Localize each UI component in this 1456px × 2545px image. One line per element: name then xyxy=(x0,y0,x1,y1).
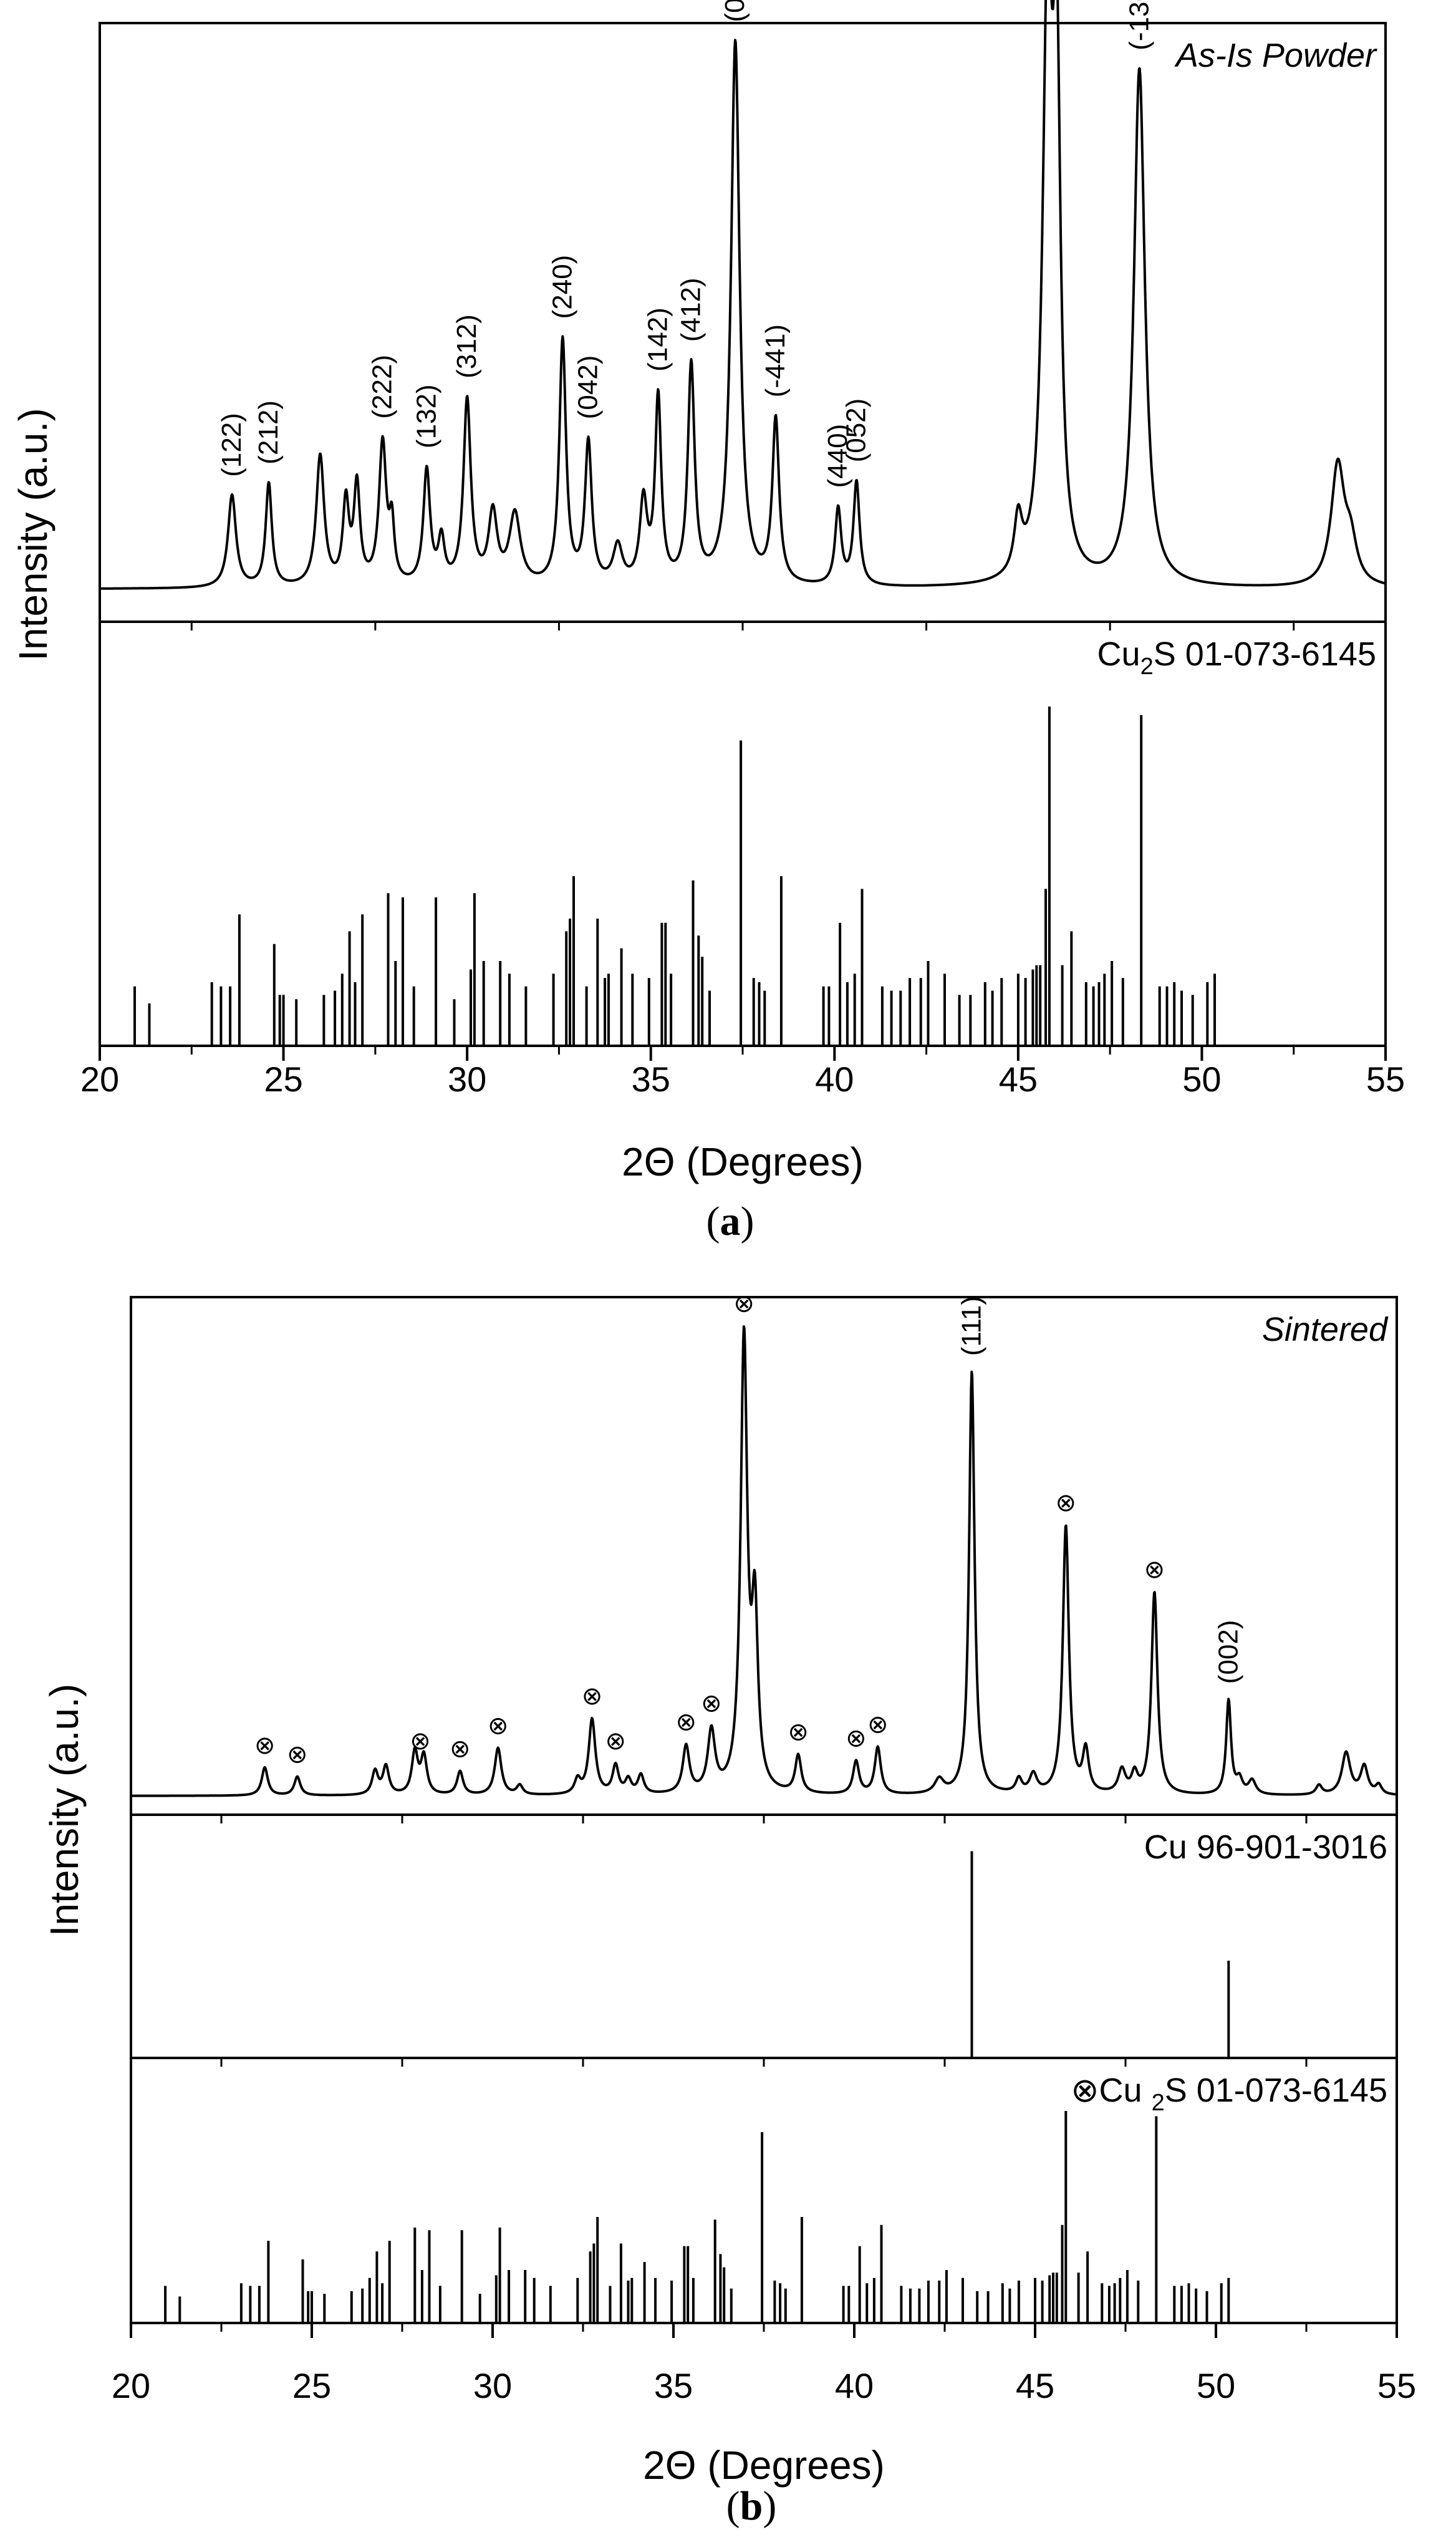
panel-label-letter: a xyxy=(720,1199,741,1244)
x-tick-label-a-25: 25 xyxy=(264,1060,302,1099)
x-tick-label-b-45: 45 xyxy=(1016,2366,1054,2405)
peak-label-b-13: (111) xyxy=(957,1296,987,1356)
panel-a: (122) (212)(222) (132)(312)(240)(042)(142)… xyxy=(11,0,1405,1244)
x-tick-label-a-45: 45 xyxy=(999,1060,1038,1099)
panel-label-a: (a) xyxy=(706,1199,755,1244)
panel-label-letter: b xyxy=(740,2483,763,2529)
peak-marker-b-3: ⊗ xyxy=(450,1736,471,1763)
peak-label-b-16: (002) xyxy=(1213,1620,1243,1684)
peak-label-a-8: (412) xyxy=(676,278,706,342)
peak-label-a-4: (312) xyxy=(451,314,482,379)
ref-label-part: ⊗Cu xyxy=(1071,2072,1151,2109)
ref-label-b-2: ⊗Cu 2S 01-073-6145 xyxy=(1071,2072,1387,2116)
x-tick-label-b-20: 20 xyxy=(112,2366,150,2405)
peak-marker-b-7: ⊗ xyxy=(676,1708,697,1736)
peak-label-a-12: (052) xyxy=(841,398,872,463)
ref-label-part: 2 xyxy=(1140,654,1154,680)
peak-label-a-10: (-441) xyxy=(760,324,791,397)
peak-marker-b-6: ⊗ xyxy=(605,1727,626,1755)
peak-label-a-11: (440) xyxy=(822,424,853,488)
x-tick-label-b-25: 25 xyxy=(292,2366,331,2405)
pattern-line-a xyxy=(99,0,1387,590)
x-axis-label-b: 2Θ (Degrees) xyxy=(643,2443,885,2488)
x-tick-label-a-30: 30 xyxy=(448,1060,486,1099)
x-tick-label-a-50: 50 xyxy=(1182,1060,1221,1099)
ref-label-part: S 01-073-6145 xyxy=(1154,635,1376,673)
x-tick-label-b-40: 40 xyxy=(835,2366,874,2405)
peak-label-a-3: (132) xyxy=(411,384,441,448)
panel-label-b: (b) xyxy=(726,2483,777,2529)
x-tick-label-b-30: 30 xyxy=(473,2366,512,2405)
panel-label-paren: ) xyxy=(763,2483,776,2529)
panel-label-paren: ( xyxy=(726,2483,740,2529)
x-tick-label-a-20: 20 xyxy=(80,1060,119,1099)
x-tick-label-b-50: 50 xyxy=(1197,2366,1235,2405)
x-tick-label-a-55: 55 xyxy=(1366,1060,1405,1099)
y-axis-label-a: Intensity (a.u.) xyxy=(11,408,55,661)
x-tick-label-a-35: 35 xyxy=(632,1060,670,1099)
ref-label-b-1: Cu 96-901-3016 xyxy=(1144,1828,1387,1866)
y-axis-label-b: Intensity (a.u.) xyxy=(42,1684,87,1937)
peak-label-a-7: (142) xyxy=(643,307,673,372)
peak-marker-b-5: ⊗ xyxy=(582,1683,603,1710)
peak-marker-b-9: ⊗ xyxy=(733,1290,755,1317)
peak-marker-b-11: ⊗ xyxy=(846,1724,867,1752)
peak-marker-b-15: ⊗ xyxy=(1144,1556,1165,1583)
peak-label-a-0: (122) xyxy=(216,413,247,477)
peak-label-a-6: (042) xyxy=(573,355,604,420)
peak-marker-b-8: ⊗ xyxy=(701,1690,722,1717)
peak-label-a-14: (-136) xyxy=(1124,0,1154,51)
peak-marker-b-14: ⊗ xyxy=(1056,1489,1077,1517)
ref-label-part: 2 xyxy=(1152,2090,1165,2116)
pattern-label-b: Sintered xyxy=(1262,1311,1389,1348)
peak-marker-b-0: ⊗ xyxy=(254,1732,276,1759)
ref-label-part: Cu 96-901-3016 xyxy=(1144,1828,1387,1866)
peak-label-a-9: (034) xyxy=(720,0,750,22)
peak-marker-b-2: ⊗ xyxy=(410,1727,431,1755)
peak-label-a-5: (240) xyxy=(547,255,577,319)
peak-marker-b-10: ⊗ xyxy=(788,1718,809,1746)
peak-marker-b-4: ⊗ xyxy=(488,1712,509,1740)
x-axis-label-a: 2Θ (Degrees) xyxy=(622,1139,864,1184)
peak-label-a-2: (222) xyxy=(367,355,398,419)
peak-label-a-1: (212) xyxy=(253,400,284,465)
peak-marker-b-12: ⊗ xyxy=(867,1711,889,1739)
panel-label-paren: ( xyxy=(706,1199,720,1244)
ref-label-part: Cu xyxy=(1097,635,1140,673)
ref-label-part: S 01-073-6145 xyxy=(1165,2072,1387,2109)
ref-label-a-1: Cu2S 01-073-6145 xyxy=(1097,635,1376,680)
panel-label-paren: ) xyxy=(741,1199,755,1244)
x-tick-label-b-35: 35 xyxy=(654,2366,693,2405)
pattern-label-a: As-Is Powder xyxy=(1174,37,1377,74)
x-tick-label-a-40: 40 xyxy=(815,1060,854,1099)
peak-marker-b-1: ⊗ xyxy=(287,1741,308,1769)
pattern-line-b xyxy=(130,1325,1398,1797)
x-tick-label-b-55: 55 xyxy=(1377,2366,1416,2405)
